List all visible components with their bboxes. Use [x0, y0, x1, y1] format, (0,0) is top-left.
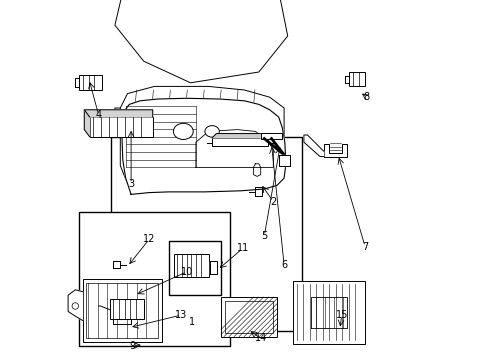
- Text: 3: 3: [128, 179, 134, 189]
- Bar: [174, 254, 208, 277]
- Text: 13: 13: [175, 310, 187, 320]
- Ellipse shape: [204, 126, 219, 137]
- Text: 12: 12: [142, 234, 155, 244]
- Polygon shape: [210, 261, 216, 274]
- Text: 2: 2: [270, 197, 276, 207]
- Bar: [89, 117, 152, 137]
- Text: 5: 5: [261, 231, 267, 241]
- Text: 8: 8: [363, 92, 369, 102]
- Ellipse shape: [72, 303, 79, 309]
- Ellipse shape: [173, 123, 193, 140]
- Text: 15: 15: [335, 310, 347, 320]
- Text: 11: 11: [236, 243, 248, 253]
- Bar: [212, 138, 267, 146]
- Bar: [221, 297, 276, 337]
- Bar: [79, 212, 230, 346]
- Bar: [224, 301, 273, 333]
- Bar: [86, 283, 158, 338]
- Polygon shape: [122, 98, 285, 194]
- Bar: [109, 299, 143, 319]
- Polygon shape: [212, 134, 272, 138]
- Polygon shape: [323, 144, 346, 157]
- Text: 7: 7: [361, 242, 367, 252]
- Text: 9: 9: [130, 341, 136, 351]
- Text: 6: 6: [281, 260, 286, 270]
- Polygon shape: [68, 290, 82, 320]
- Text: 1: 1: [189, 317, 195, 327]
- Polygon shape: [303, 135, 323, 157]
- Bar: [292, 281, 365, 344]
- Polygon shape: [84, 110, 152, 117]
- Text: 10: 10: [181, 267, 193, 277]
- Text: 4: 4: [96, 110, 102, 120]
- Bar: [79, 75, 102, 90]
- Text: 14: 14: [254, 333, 266, 343]
- Polygon shape: [278, 155, 289, 166]
- Bar: [82, 279, 162, 342]
- Polygon shape: [84, 110, 89, 137]
- Polygon shape: [260, 133, 282, 139]
- Bar: [168, 241, 221, 295]
- Bar: [348, 72, 365, 86]
- Bar: [111, 137, 302, 331]
